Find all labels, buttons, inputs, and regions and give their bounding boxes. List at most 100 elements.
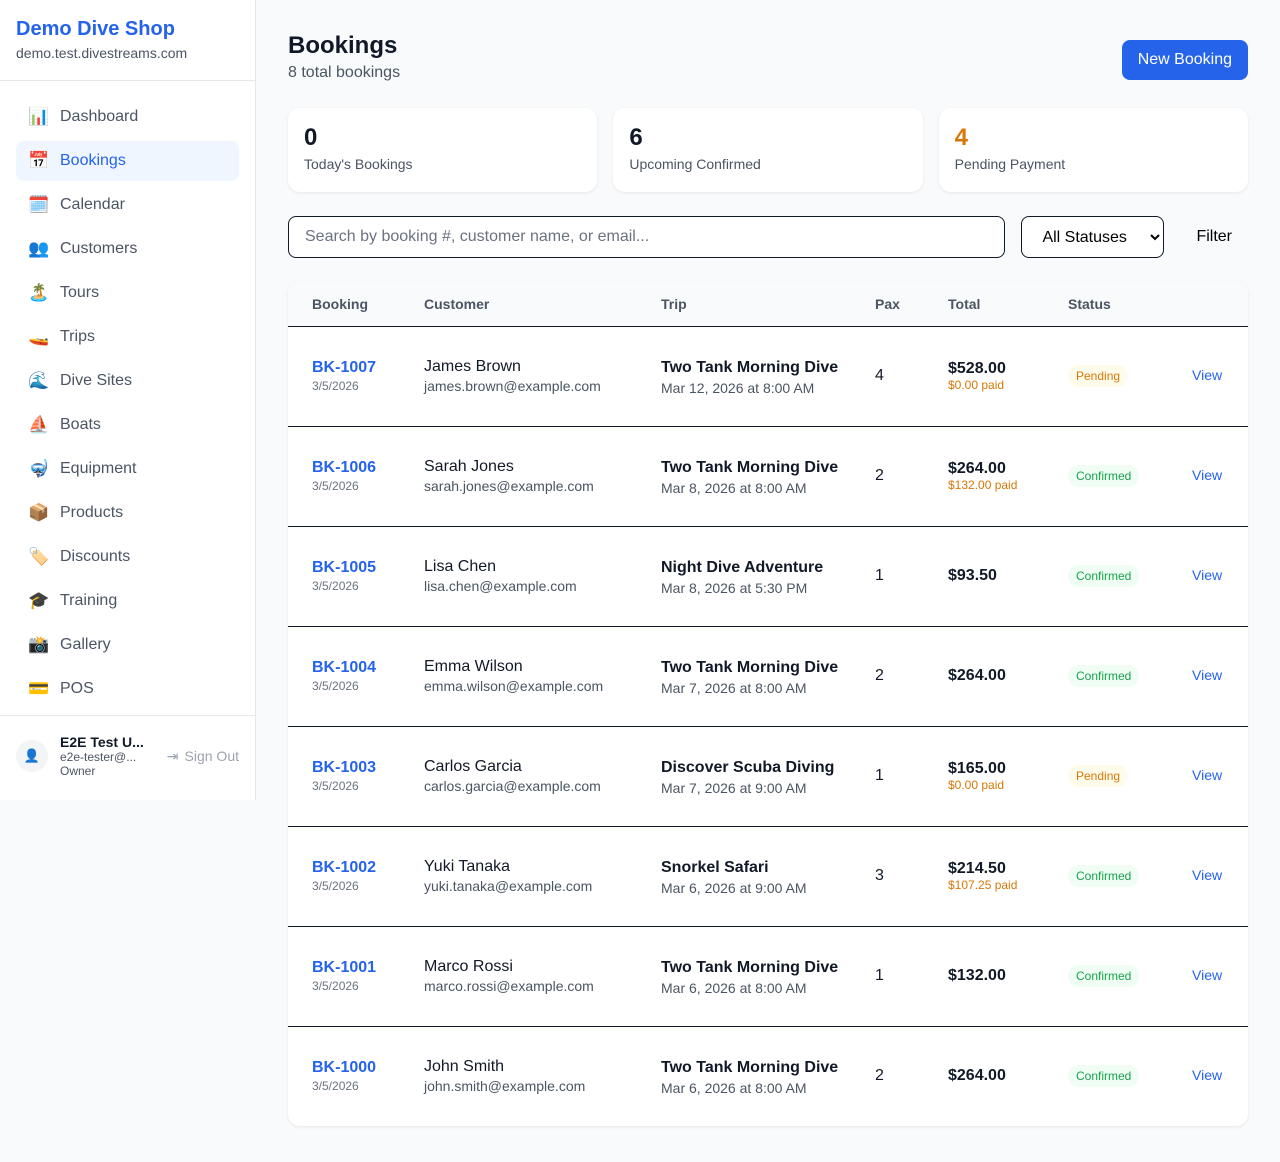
stat-card: 6 Upcoming Confirmed [613, 108, 923, 192]
stat-card: 4 Pending Payment [938, 108, 1248, 192]
pax-cell: 2 [851, 625, 924, 726]
booking-date: 3/5/2026 [312, 579, 359, 593]
action-cell: View [1168, 625, 1248, 726]
status-cell: Pending [1044, 725, 1168, 826]
brand: Demo Dive Shop demo.test.divestreams.com [0, 0, 255, 81]
customer-email: marco.rossi@example.com [424, 978, 594, 994]
column-header-total: Total [924, 282, 1044, 327]
sidebar-item-label: Calendar [60, 196, 125, 213]
sidebar-item-trips[interactable]: 🚤 Trips [16, 317, 239, 357]
sidebar-item-label: Dive Sites [60, 372, 133, 389]
customer-name: Emma Wilson [424, 658, 523, 675]
trip-date: Mar 6, 2026 at 8:00 AM [661, 1080, 807, 1097]
status-badge: Confirmed [1068, 665, 1140, 687]
customer-cell: Emma Wilson emma.wilson@example.com [400, 625, 637, 726]
table-row: BK-1005 3/5/2026 Lisa Chen lisa.chen@exampl… [288, 525, 1248, 626]
training-icon: 🎓 [28, 591, 50, 610]
booking-id-link[interactable]: BK-1000 [312, 1059, 377, 1077]
trip-date: Mar 12, 2026 at 8:00 AM [661, 380, 815, 396]
sidebar-item-pos[interactable]: 💳 POS [16, 669, 239, 709]
booking-date: 3/5/2026 [312, 479, 359, 493]
booking-id-link[interactable]: BK-1002 [312, 859, 377, 876]
shop-name[interactable]: Demo Dive Shop [16, 18, 175, 40]
status-cell: Confirmed [1044, 625, 1168, 726]
sidebar-item-label: Dashboard [60, 108, 139, 125]
trips-icon: 🚤 [28, 327, 50, 346]
sidebar-item-equipment[interactable]: 🤿 Equipment [16, 449, 239, 489]
view-link[interactable]: View [1192, 1067, 1223, 1084]
status-cell: Confirmed [1044, 425, 1168, 526]
sidebar-item-products[interactable]: 📦 Products [16, 493, 239, 533]
sidebar-item-gallery[interactable]: 📸 Gallery [16, 625, 239, 665]
column-header-status: Status [1044, 282, 1168, 327]
paid-amount: $132.00 paid [948, 478, 1018, 492]
filter-bar: All Statuses Filter [288, 216, 1248, 258]
trip-name: Two Tank Morning Dive [661, 959, 839, 976]
customer-email: emma.wilson@example.com [424, 678, 604, 694]
paid-amount: $0.00 paid [948, 378, 1005, 392]
sidebar-item-training[interactable]: 🎓 Training [16, 581, 239, 621]
column-header-trip: Trip [637, 282, 851, 327]
total-cell: $214.50 $107.25 paid [924, 825, 1044, 926]
sign-out-button[interactable]: ⇥ Sign Out [167, 748, 239, 765]
sidebar-item-label: Training [60, 592, 118, 609]
booking-id-link[interactable]: BK-1007 [312, 359, 377, 376]
action-cell: View [1168, 825, 1248, 926]
booking-date: 3/5/2026 [312, 679, 359, 693]
sidebar-item-bookings[interactable]: 📅 Bookings [16, 141, 239, 181]
pax-cell: 1 [851, 925, 924, 1026]
sidebar-item-tours[interactable]: 🏝️ Tours [16, 273, 239, 313]
customer-email: lisa.chen@example.com [424, 578, 577, 594]
trip-cell: Two Tank Morning Dive Mar 6, 2026 at 8:00… [637, 925, 851, 1026]
status-select[interactable]: All Statuses [1021, 216, 1165, 258]
booking-date: 3/5/2026 [312, 379, 359, 393]
view-link[interactable]: View [1192, 667, 1223, 683]
booking-id-link[interactable]: BK-1004 [312, 659, 377, 676]
customer-cell: Marco Rossi marco.rossi@example.com [400, 925, 637, 1026]
booking-date: 3/5/2026 [312, 1079, 359, 1094]
trip-date: Mar 6, 2026 at 9:00 AM [661, 880, 807, 896]
stat-label: Upcoming Confirmed [629, 156, 761, 172]
status-badge: Confirmed [1068, 1065, 1140, 1088]
status-badge: Pending [1068, 765, 1129, 787]
view-link[interactable]: View [1192, 867, 1223, 883]
pax-cell: 4 [875, 367, 884, 384]
sidebar-item-dive-sites[interactable]: 🌊 Dive Sites [16, 361, 239, 401]
stat-label: Pending Payment [954, 156, 1066, 172]
view-link[interactable]: View [1192, 767, 1223, 783]
trip-cell: Two Tank Morning Dive Mar 7, 2026 at 8:00… [637, 625, 851, 726]
view-link[interactable]: View [1192, 567, 1223, 583]
sidebar-item-label: Equipment [60, 460, 137, 477]
sidebar-item-boats[interactable]: ⛵ Boats [16, 405, 239, 445]
sidebar-item-label: Products [60, 504, 124, 521]
total-amount: $264.00 [948, 1067, 1006, 1085]
products-icon: 📦 [28, 503, 50, 522]
new-booking-button[interactable]: New Booking [1121, 40, 1248, 80]
sidebar-item-customers[interactable]: 👥 Customers [16, 229, 239, 269]
sidebar-item-calendar[interactable]: 🗓️ Calendar [16, 185, 239, 225]
status-badge: Pending [1068, 365, 1129, 387]
shop-domain: demo.test.divestreams.com [16, 45, 188, 61]
stat-value: 6 [629, 124, 643, 151]
filter-button[interactable]: Filter [1180, 228, 1248, 246]
view-link[interactable]: View [1192, 467, 1223, 483]
sidebar-item-dashboard[interactable]: 📊 Dashboard [16, 97, 239, 137]
trip-name: Snorkel Safari [661, 859, 769, 876]
booking-id-link[interactable]: BK-1005 [312, 559, 377, 576]
trip-name: Two Tank Morning Dive [661, 1059, 839, 1077]
table-header: Booking Customer Trip Pax Total Status [288, 282, 1248, 327]
search-input[interactable] [288, 216, 1006, 258]
trip-date: Mar 8, 2026 at 8:00 AM [661, 480, 807, 496]
view-link[interactable]: View [1192, 367, 1223, 383]
dive-sites-icon: 🌊 [28, 371, 50, 390]
gallery-icon: 📸 [28, 635, 50, 654]
trip-date: Mar 7, 2026 at 8:00 AM [661, 680, 807, 696]
booking-id-link[interactable]: BK-1006 [312, 459, 377, 476]
booking-cell: BK-1007 3/5/2026 [288, 326, 400, 426]
sidebar-item-discounts[interactable]: 🏷️ Discounts [16, 537, 239, 577]
action-cell: View [1168, 925, 1248, 1026]
booking-id-link[interactable]: BK-1001 [312, 959, 377, 976]
booking-id-link[interactable]: BK-1003 [312, 759, 377, 776]
trip-cell: Night Dive Adventure Mar 8, 2026 at 5:30 … [637, 525, 851, 626]
view-link[interactable]: View [1192, 967, 1223, 983]
